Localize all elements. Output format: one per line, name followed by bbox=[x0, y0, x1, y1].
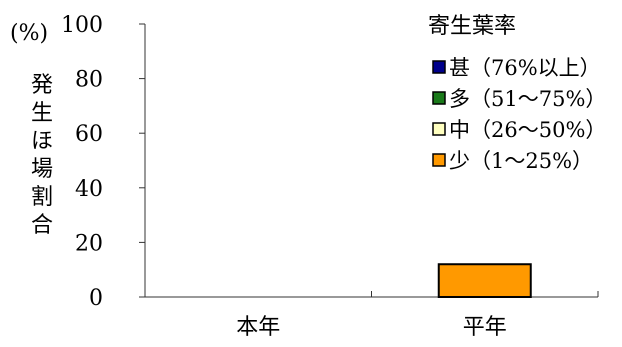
y-tick-label: 20 bbox=[75, 231, 103, 256]
x-tick-label: 平年 bbox=[463, 315, 507, 340]
bar-segment bbox=[437, 263, 532, 298]
legend-swatch bbox=[432, 153, 446, 167]
legend-item-label: 多（51～75%） bbox=[449, 87, 606, 111]
legend-swatch bbox=[432, 91, 446, 105]
legend-item-label: 少（1～25%） bbox=[449, 149, 593, 173]
legend-item-label: 甚（76%以上） bbox=[449, 56, 601, 80]
y-tick-label: 60 bbox=[75, 122, 103, 147]
legend-swatch bbox=[432, 122, 446, 136]
legend-item-label: 中（26～50%） bbox=[449, 118, 606, 142]
y-tick-label: 0 bbox=[89, 286, 103, 311]
x-tick-label: 本年 bbox=[236, 315, 280, 340]
y-tick-label: 100 bbox=[61, 13, 103, 38]
legend-swatch bbox=[432, 60, 446, 74]
y-axis-label: 発生ほ場割合 bbox=[31, 73, 53, 238]
y-tick-label: 80 bbox=[75, 68, 103, 93]
legend-title: 寄生葉率 bbox=[428, 14, 516, 39]
y-unit-label: (%) bbox=[10, 21, 48, 46]
y-tick-label: 40 bbox=[75, 177, 103, 202]
